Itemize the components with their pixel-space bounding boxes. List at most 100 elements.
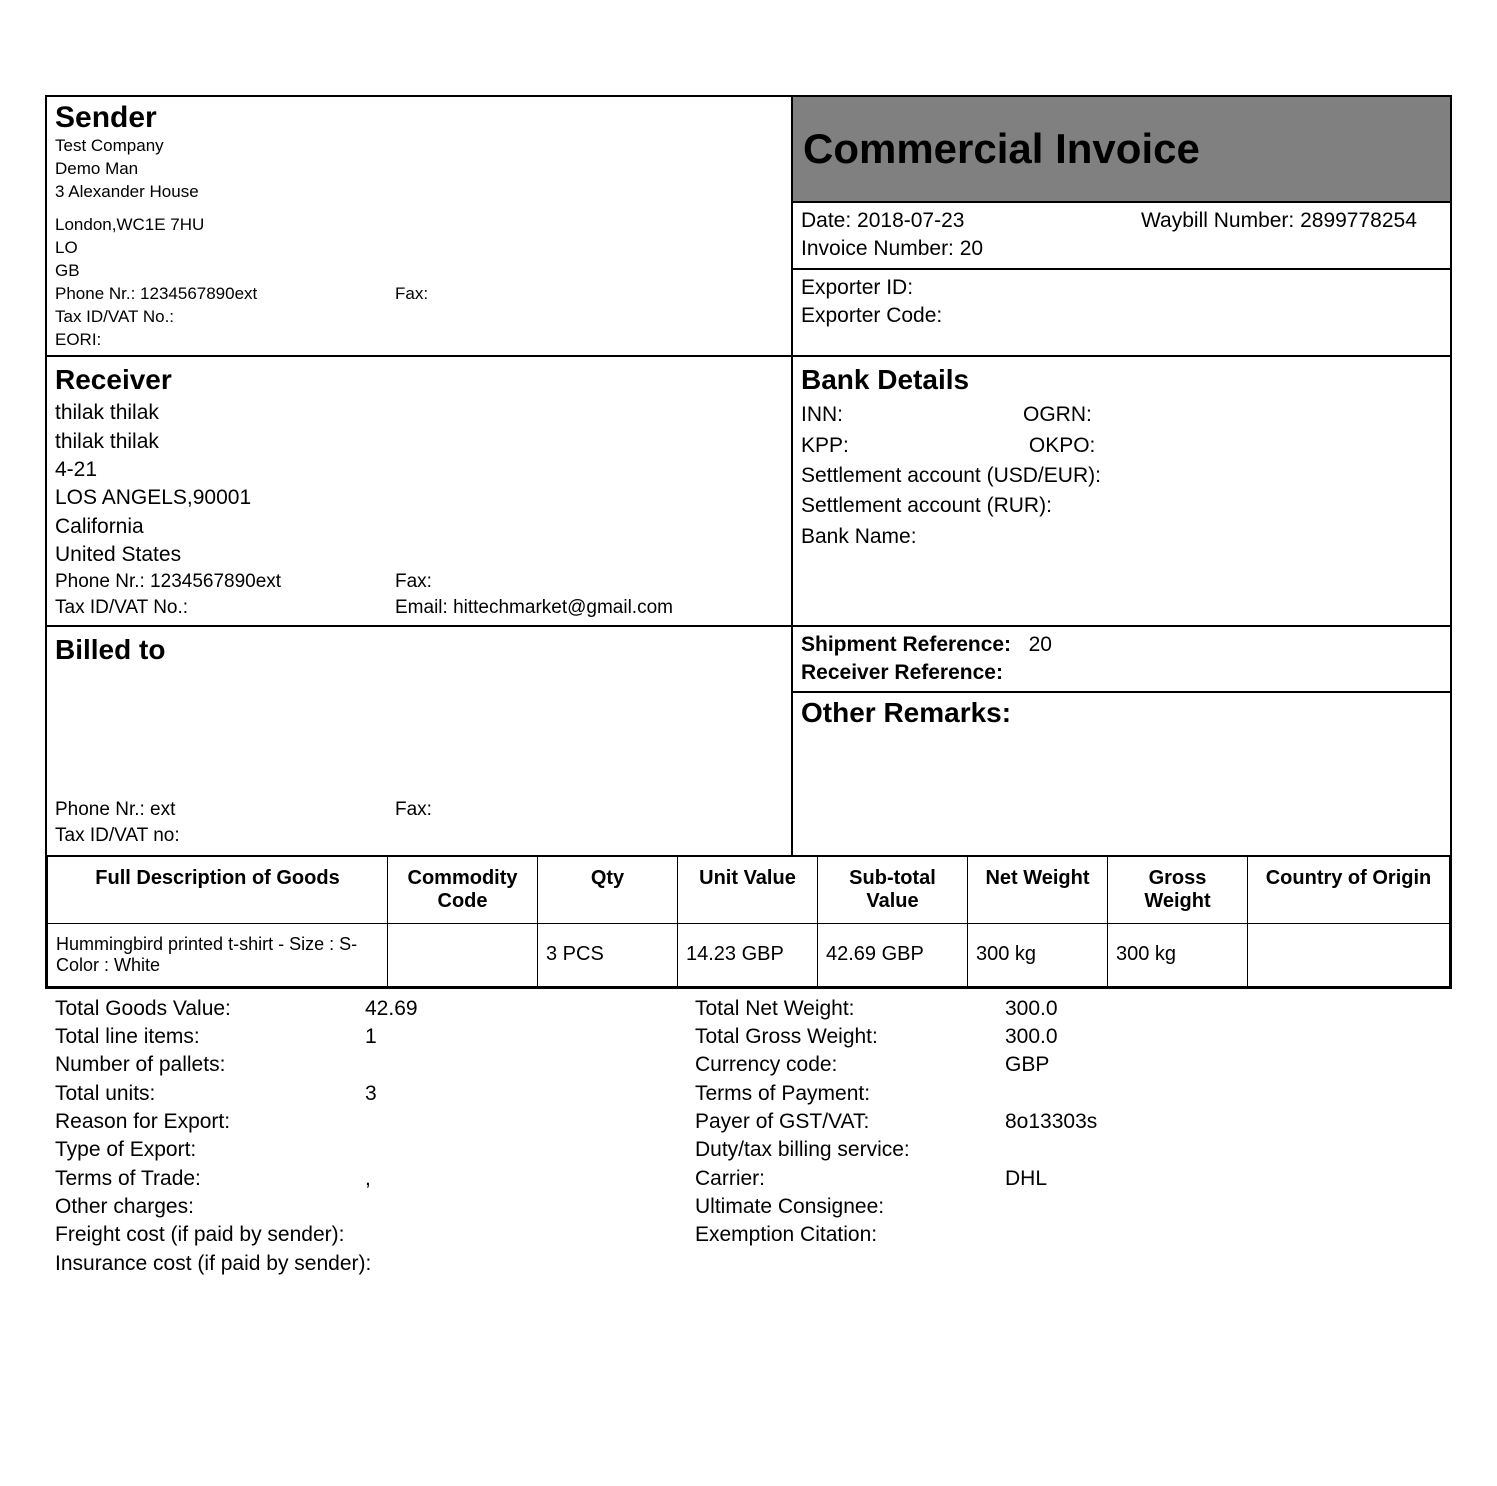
bank-inn: INN: bbox=[801, 403, 843, 426]
billed-box: Billed to Phone Nr.: ext Fax: Tax ID/VAT… bbox=[47, 626, 792, 856]
ship-ref-value: 20 bbox=[1029, 633, 1052, 656]
sl-r1-v: 42.69 bbox=[365, 995, 695, 1023]
billed-tax: Tax ID/VAT no: bbox=[55, 823, 783, 849]
col-grossweight: Gross Weight bbox=[1108, 856, 1248, 923]
billed-heading: Billed to bbox=[55, 631, 783, 669]
sr-r4-l: Terms of Payment: bbox=[695, 1080, 1005, 1108]
sr-r2-l: Total Gross Weight: bbox=[695, 1023, 1005, 1051]
billed-row: Billed to Phone Nr.: ext Fax: Tax ID/VAT… bbox=[47, 626, 1450, 856]
sr-r1-v: 300.0 bbox=[1005, 995, 1442, 1023]
header-right: Commercial Invoice Date: 2018-07-23 Wayb… bbox=[792, 97, 1450, 356]
remarks-heading: Other Remarks: bbox=[801, 697, 1442, 729]
receiver-tax: Tax ID/VAT No.: bbox=[55, 595, 395, 621]
receiver-country: United States bbox=[55, 541, 783, 569]
goods-row: Hummingbird printed t-shirt - Size : S- … bbox=[48, 923, 1450, 986]
cell-unitvalue: 14.23 GBP bbox=[678, 923, 818, 986]
sl-r4-v: 3 bbox=[365, 1080, 695, 1108]
sl-r1-l: Total Goods Value: bbox=[55, 995, 365, 1023]
receiver-bank-row: Receiver thilak thilak thilak thilak 4-2… bbox=[47, 356, 1450, 625]
receiver-email: Email: hittechmarket@gmail.com bbox=[395, 595, 673, 621]
sr-r4-v bbox=[1005, 1080, 1442, 1108]
bank-name: Bank Name: bbox=[801, 523, 1442, 551]
cell-netweight: 300 kg bbox=[968, 923, 1108, 986]
sr-r5-l: Payer of GST/VAT: bbox=[695, 1108, 1005, 1136]
col-subtotal: Sub-total Value bbox=[818, 856, 968, 923]
bank-settle-rur: Settlement account (RUR): bbox=[801, 492, 1442, 520]
refs-box: Shipment Reference: 20 Receiver Referenc… bbox=[792, 626, 1450, 693]
sl-r9-v bbox=[344, 1221, 695, 1249]
cell-country bbox=[1248, 923, 1450, 986]
exporter-id: Exporter ID: bbox=[801, 274, 1442, 302]
col-country: Country of Origin bbox=[1248, 856, 1450, 923]
cell-subtotal: 42.69 GBP bbox=[818, 923, 968, 986]
sender-contact: Demo Man bbox=[55, 158, 783, 181]
sr-r1-l: Total Net Weight: bbox=[695, 995, 1005, 1023]
invoice-page: Sender Test Company Demo Man 3 Alexander… bbox=[45, 95, 1452, 989]
sl-r4-l: Total units: bbox=[55, 1080, 365, 1108]
refs-remarks: Shipment Reference: 20 Receiver Referenc… bbox=[792, 626, 1450, 856]
sr-r8-v bbox=[1005, 1193, 1442, 1221]
ship-ref-label: Shipment Reference: bbox=[801, 633, 1011, 656]
cell-qty: 3 PCS bbox=[538, 923, 678, 986]
billed-fax: Fax: bbox=[395, 797, 432, 823]
sr-r8-l: Ultimate Consignee: bbox=[695, 1193, 1005, 1221]
sl-r2-l: Total line items: bbox=[55, 1023, 365, 1051]
sl-r5-v bbox=[365, 1108, 695, 1136]
goods-header-row: Full Description of Goods Commodity Code… bbox=[48, 856, 1450, 923]
sender-company: Test Company bbox=[55, 135, 783, 158]
cell-grossweight: 300 kg bbox=[1108, 923, 1248, 986]
receiver-phone: Phone Nr.: 1234567890ext bbox=[55, 569, 395, 595]
sl-r6-v bbox=[365, 1136, 695, 1164]
receiver-name1: thilak thilak bbox=[55, 399, 783, 427]
bank-box: Bank Details INN:OGRN: KPP:OKPO: Settlem… bbox=[792, 356, 1450, 625]
summary-left: Total Goods Value:42.69 Total line items… bbox=[55, 995, 695, 1278]
sender-phone: Phone Nr.: 1234567890ext bbox=[55, 283, 395, 306]
sl-r8-v bbox=[365, 1193, 695, 1221]
col-qty: Qty bbox=[538, 856, 678, 923]
goods-table: Full Description of Goods Commodity Code… bbox=[47, 856, 1450, 987]
exporter-code: Exporter Code: bbox=[801, 302, 1442, 330]
col-netweight: Net Weight bbox=[968, 856, 1108, 923]
sr-r7-v: DHL bbox=[1005, 1165, 1442, 1193]
billed-phone: Phone Nr.: ext bbox=[55, 797, 395, 823]
bank-settle-usd: Settlement account (USD/EUR): bbox=[801, 462, 1442, 490]
bank-kpp: KPP: bbox=[801, 434, 849, 457]
sl-r3-l: Number of pallets: bbox=[55, 1051, 365, 1079]
sl-r9-l: Freight cost (if paid by sender): bbox=[55, 1221, 344, 1249]
sl-r6-l: Type of Export: bbox=[55, 1136, 365, 1164]
sender-city: London,WC1E 7HU bbox=[55, 214, 783, 237]
sr-r6-v bbox=[1005, 1136, 1442, 1164]
invoice-date: Date: 2018-07-23 bbox=[801, 207, 1141, 235]
receiver-addr1: 4-21 bbox=[55, 456, 783, 484]
summary-right: Total Net Weight:300.0 Total Gross Weigh… bbox=[695, 995, 1442, 1278]
sr-r9-l: Exemption Citation: bbox=[695, 1221, 1005, 1249]
sender-address1: 3 Alexander House bbox=[55, 181, 783, 204]
receiver-name2: thilak thilak bbox=[55, 428, 783, 456]
sr-r7-l: Carrier: bbox=[695, 1165, 1005, 1193]
sl-r7-v: , bbox=[365, 1165, 695, 1193]
summary-section: Total Goods Value:42.69 Total line items… bbox=[45, 989, 1452, 1284]
receiver-box: Receiver thilak thilak thilak thilak 4-2… bbox=[47, 356, 792, 625]
bank-ogrn: OGRN: bbox=[1023, 401, 1092, 429]
sl-r2-v: 1 bbox=[365, 1023, 695, 1051]
receiver-city: LOS ANGELS,90001 bbox=[55, 484, 783, 512]
sr-r9-v bbox=[1005, 1221, 1442, 1249]
sl-r7-l: Terms of Trade: bbox=[55, 1165, 365, 1193]
sender-tax: Tax ID/VAT No.: bbox=[55, 306, 783, 329]
sl-r3-v bbox=[365, 1051, 695, 1079]
sender-region: LO bbox=[55, 237, 783, 260]
sr-r3-v: GBP bbox=[1005, 1051, 1442, 1079]
sender-heading: Sender bbox=[55, 101, 783, 135]
waybill-number: Waybill Number: 2899778254 bbox=[1141, 207, 1417, 235]
invoice-meta-box: Date: 2018-07-23 Waybill Number: 2899778… bbox=[792, 202, 1450, 269]
sl-r10-v bbox=[371, 1250, 695, 1278]
receiver-heading: Receiver bbox=[55, 361, 783, 399]
recv-ref-label: Receiver Reference: bbox=[801, 661, 1003, 684]
header-row: Sender Test Company Demo Man 3 Alexander… bbox=[47, 97, 1450, 356]
receiver-fax: Fax: bbox=[395, 569, 432, 595]
invoice-title: Commercial Invoice bbox=[792, 97, 1450, 202]
bank-okpo: OKPO: bbox=[1029, 432, 1096, 460]
remarks-box: Other Remarks: bbox=[792, 692, 1450, 855]
sr-r6-l: Duty/tax billing service: bbox=[695, 1136, 1005, 1164]
sl-r10-l: Insurance cost (if paid by sender): bbox=[55, 1250, 371, 1278]
